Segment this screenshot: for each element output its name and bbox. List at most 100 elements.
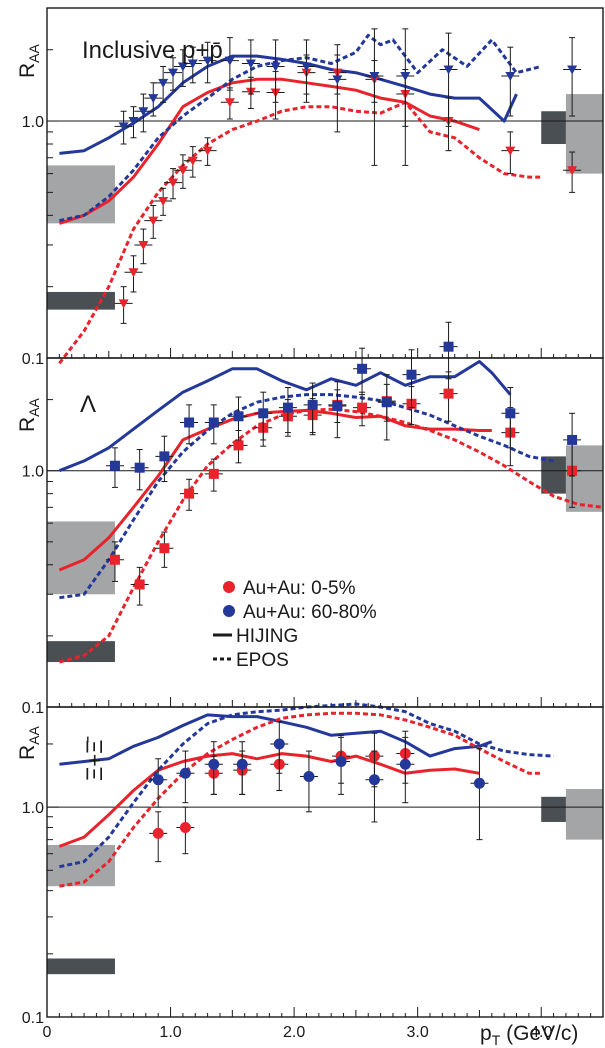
marker-triangle	[505, 71, 516, 81]
model-hijing-red	[58, 408, 492, 572]
sys-box-dark	[541, 796, 566, 822]
data-point-red	[176, 806, 195, 855]
model-epos-red	[59, 711, 542, 888]
marker-triangle	[443, 65, 454, 75]
sys-box-light	[565, 94, 603, 174]
marker-square	[109, 554, 120, 565]
x-tick-label: 1.0	[159, 1024, 181, 1041]
data-point-red	[353, 391, 372, 427]
x-axis-label-sub: T	[492, 1032, 501, 1048]
model-epos-blue	[59, 33, 542, 223]
x-tick-label: 4.0	[530, 1024, 552, 1041]
data-point-blue	[204, 404, 223, 445]
y-tick-label: 1.0	[22, 800, 44, 817]
data-point-blue	[220, 37, 239, 91]
marker-square	[332, 400, 343, 411]
data-point-blue	[402, 349, 421, 409]
data-point-blue	[470, 748, 489, 841]
marker-square	[406, 369, 417, 380]
data-point-blue	[254, 391, 273, 441]
y-axis-label: RAA	[16, 397, 42, 432]
marker-triangle	[138, 107, 149, 117]
marker-square	[184, 417, 195, 428]
marker-triangle	[245, 59, 256, 69]
marker-square	[134, 579, 145, 590]
data-point-blue	[229, 396, 248, 441]
marker-triangle	[148, 94, 159, 104]
marker-triangle	[369, 71, 380, 81]
marker-circle	[152, 774, 164, 786]
marker-triangle	[187, 156, 198, 166]
marker-square	[134, 462, 145, 473]
x-tick-label: 2.0	[283, 1024, 305, 1041]
panel-label-xi: Ξ+Ξ̄	[82, 737, 107, 781]
data-point-blue	[114, 110, 133, 145]
marker-triangle	[177, 62, 188, 72]
data-point-blue	[303, 382, 322, 434]
y-axis-label: RAA	[16, 725, 42, 760]
marker-triangle	[177, 166, 188, 176]
marker-circle	[179, 767, 191, 779]
data-point-blue	[233, 741, 252, 795]
data-point-blue	[439, 32, 458, 127]
x-tick-label: 0	[43, 1024, 52, 1041]
model-epos-red	[59, 407, 604, 664]
x-tick-label: 3.0	[407, 1024, 429, 1041]
marker-triangle	[118, 122, 129, 132]
data-point-red	[198, 137, 217, 166]
marker-circle	[152, 827, 164, 839]
marker-triangle	[118, 299, 129, 309]
data-point-red	[144, 205, 163, 239]
data-point-blue	[266, 39, 285, 103]
sys-box-light	[47, 165, 115, 224]
marker-triangle	[270, 62, 281, 72]
marker-triangle	[158, 196, 169, 206]
marker-circle	[236, 758, 248, 770]
marker-square	[357, 363, 368, 374]
data-point-blue	[270, 721, 289, 774]
data-point-red	[220, 87, 239, 120]
marker-circle	[208, 758, 220, 770]
y-tick-label: 1.0	[22, 464, 44, 481]
panel-label-proton: Inclusive p+p̄	[82, 37, 223, 64]
marker-triangle	[128, 117, 139, 127]
marker-triangle	[202, 146, 213, 156]
sys-box-dark	[541, 111, 566, 145]
marker-square	[208, 468, 219, 479]
marker-triangle	[168, 178, 179, 188]
data-point-blue	[130, 448, 149, 491]
marker-square	[567, 434, 578, 445]
data-point-blue	[180, 404, 199, 445]
marker-triangle	[567, 166, 578, 176]
panel-lambda: 1.0 0.1 RAA Λ	[16, 321, 604, 717]
data-point-blue	[183, 46, 202, 84]
data-point-red	[114, 286, 133, 324]
data-point-blue	[154, 65, 173, 103]
sys-box-light	[565, 445, 603, 512]
data-point-red	[155, 531, 174, 568]
marker-circle	[273, 738, 285, 750]
model-hijing-blue	[58, 360, 512, 473]
marker-triangle	[224, 56, 235, 66]
data-point-red	[164, 168, 183, 200]
data-point-blue	[105, 447, 124, 488]
data-point-red	[173, 154, 192, 189]
sys-box-dark	[541, 456, 566, 494]
data-point-red	[124, 255, 143, 293]
sys-box-dark	[47, 291, 115, 310]
marker-triangle	[158, 78, 169, 88]
data-point-blue	[439, 321, 458, 380]
marker-square	[443, 341, 454, 352]
data-point-blue	[144, 82, 163, 117]
marker-triangle	[128, 268, 139, 278]
marker-square	[184, 488, 195, 499]
panel-frame	[46, 706, 604, 1018]
marker-square	[357, 402, 368, 413]
data-point-blue	[501, 46, 520, 117]
panel-label-lambda: Λ	[80, 391, 96, 418]
data-point-blue	[328, 381, 347, 439]
marker-square	[443, 388, 454, 399]
legend-label-central: Au+Au: 0-5%	[243, 578, 356, 599]
legend-label-peripheral: Au+Au: 60-80%	[243, 602, 377, 623]
